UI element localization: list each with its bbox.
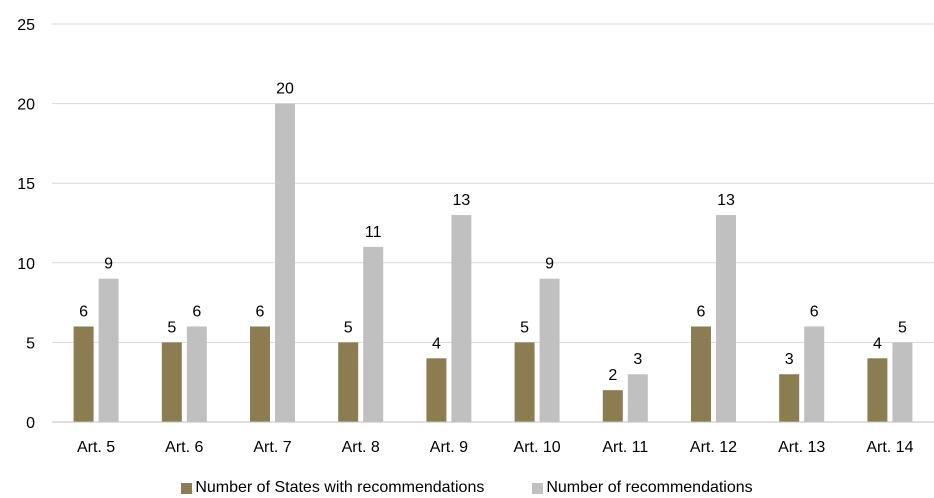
y-tick-label: 15	[17, 176, 35, 193]
x-tick-label: Art. 7	[253, 439, 291, 456]
data-label: 9	[104, 256, 113, 273]
legend-swatch-recommendations	[532, 482, 544, 494]
data-label: 13	[453, 192, 471, 209]
bar-states	[250, 326, 270, 422]
bar-states	[691, 326, 711, 422]
bar-recommendations	[539, 278, 560, 422]
data-label: 3	[785, 351, 794, 368]
data-label: 5	[520, 319, 529, 336]
data-label: 4	[873, 335, 882, 352]
legend-item-states: Number of States with recommendations	[181, 478, 484, 498]
data-label: 5	[898, 319, 907, 336]
bar-states	[338, 342, 359, 422]
data-label: 11	[365, 224, 382, 241]
data-label: 2	[608, 367, 617, 384]
legend: Number of States with recommendations Nu…	[0, 478, 934, 498]
legend-item-recommendations: Number of recommendations	[532, 478, 753, 498]
bar-recommendations	[98, 278, 119, 422]
data-label: 5	[344, 319, 353, 336]
data-label: 6	[192, 303, 201, 320]
bar-states	[426, 358, 447, 422]
data-label: 4	[432, 335, 441, 352]
data-label: 6	[697, 303, 706, 320]
data-label: 5	[167, 319, 176, 336]
x-tick-label: Art. 6	[165, 439, 203, 456]
y-tick-label: 10	[17, 256, 35, 273]
data-label: 13	[717, 192, 735, 209]
y-tick-label: 20	[17, 97, 35, 114]
x-tick-label: Art. 8	[342, 439, 380, 456]
x-tick-label: Art. 5	[77, 439, 115, 456]
y-axis: 0 5 10 15 20 25	[17, 17, 35, 432]
legend-label-recommendations: Number of recommendations	[546, 479, 753, 496]
bar-recommendations	[804, 326, 825, 422]
data-label: 3	[633, 351, 642, 368]
data-label: 6	[810, 303, 819, 320]
x-tick-label: Art. 13	[778, 439, 825, 456]
x-tick-label: Art. 9	[430, 439, 468, 456]
bar-states	[602, 390, 623, 422]
bar-states	[161, 342, 182, 422]
bar-states	[73, 326, 94, 422]
y-tick-label: 5	[26, 335, 35, 352]
bar-states	[867, 358, 888, 422]
bar-recommendations	[186, 326, 207, 422]
x-tick-label: Art. 11	[602, 439, 648, 456]
data-label: 9	[545, 256, 554, 273]
bars	[73, 103, 913, 422]
bar-recommendations	[627, 374, 648, 422]
data-label: 20	[276, 81, 294, 98]
x-tick-label: Art. 14	[866, 439, 913, 456]
gridlines	[52, 23, 934, 343]
x-tick-label: Art. 12	[690, 439, 737, 456]
legend-swatch-states	[181, 482, 193, 494]
x-axis: Art. 5 Art. 6 Art. 7 Art. 8 Art. 9 Art. 10 Art…	[52, 421, 934, 456]
bar-states	[514, 342, 535, 422]
bar-recommendations	[451, 215, 472, 422]
bar-states	[779, 374, 800, 422]
x-tick-label: Art. 10	[514, 439, 561, 456]
bar-recommendations	[275, 103, 295, 422]
y-tick-label: 0	[26, 415, 35, 432]
bar-recommendations	[363, 246, 384, 422]
data-label: 6	[79, 303, 88, 320]
bar-recommendations	[892, 342, 913, 422]
data-label: 6	[256, 303, 265, 320]
y-tick-label: 25	[17, 17, 35, 34]
legend-label-states: Number of States with recommendations	[195, 479, 485, 496]
bar-recommendations	[716, 215, 736, 422]
